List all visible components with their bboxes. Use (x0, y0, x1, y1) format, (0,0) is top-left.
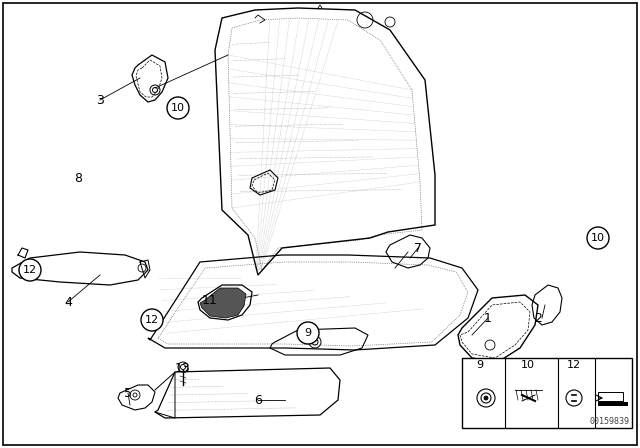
Circle shape (19, 259, 41, 281)
Text: 1: 1 (484, 311, 492, 324)
Text: 2: 2 (534, 311, 542, 324)
Text: 00159839: 00159839 (590, 417, 630, 426)
Circle shape (141, 309, 163, 331)
Text: 12: 12 (145, 315, 159, 325)
Text: 10: 10 (591, 233, 605, 243)
Circle shape (484, 396, 488, 400)
Text: 9: 9 (476, 360, 484, 370)
Text: 8: 8 (74, 172, 82, 185)
Text: 7: 7 (414, 241, 422, 254)
Text: 13: 13 (175, 362, 191, 375)
Bar (598, 392, 623, 401)
Circle shape (167, 97, 189, 119)
Text: 6: 6 (254, 393, 262, 406)
Text: 12: 12 (567, 360, 581, 370)
Circle shape (587, 227, 609, 249)
Text: 10: 10 (171, 103, 185, 113)
Polygon shape (200, 288, 246, 318)
Text: 5: 5 (124, 387, 132, 400)
Text: 10: 10 (521, 360, 535, 370)
Text: 12: 12 (23, 265, 37, 275)
Circle shape (297, 322, 319, 344)
Text: 4: 4 (64, 296, 72, 309)
Text: 3: 3 (96, 94, 104, 107)
Bar (462, 358, 632, 428)
Bar (598, 402, 628, 406)
Text: 9: 9 (305, 328, 312, 338)
Text: 11: 11 (202, 293, 218, 306)
